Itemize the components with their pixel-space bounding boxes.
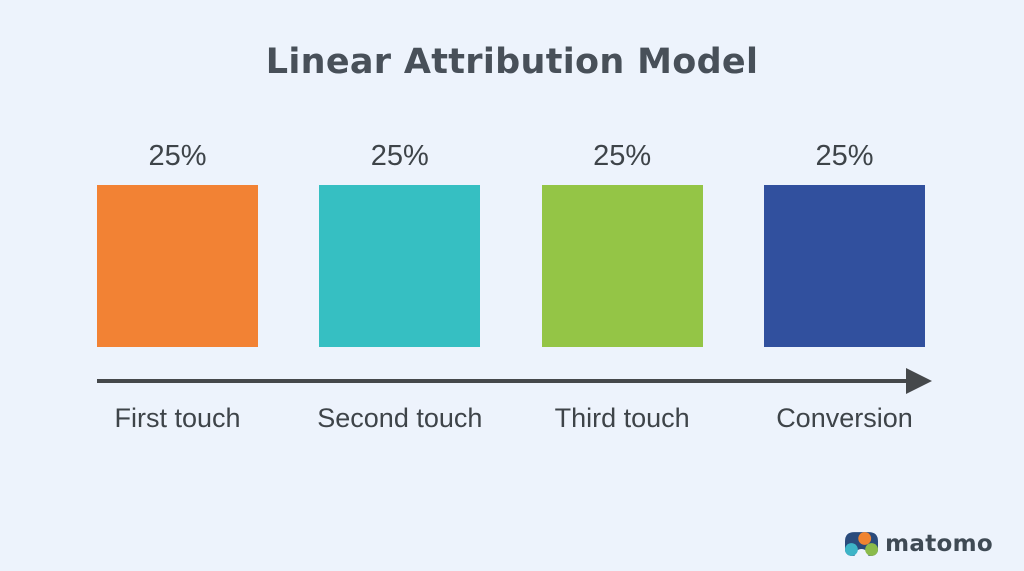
- page-title: Linear Attribution Model: [265, 42, 759, 82]
- step-label-slot: Second touch: [317, 403, 483, 434]
- matomo-logo: matomo: [845, 531, 993, 557]
- matomo-wordmark: matomo: [885, 531, 993, 557]
- step-value-label: 25%: [370, 140, 429, 172]
- step-label: First touch: [114, 403, 241, 433]
- step-label: Third touch: [554, 403, 690, 433]
- step-label-slot: First touch: [97, 403, 258, 434]
- steps-row: 25% 25% 25% 25%: [97, 139, 925, 347]
- step-square: [319, 185, 481, 347]
- timeline-arrow-head-icon: [906, 368, 932, 394]
- attribution-step-conversion: 25%: [763, 139, 925, 347]
- step-value-label: 25%: [148, 140, 207, 172]
- labels-row: First touch Second touch Third touch Con…: [97, 403, 925, 434]
- timeline-arrow-line: [97, 379, 907, 383]
- attribution-step-third-touch: 25%: [541, 139, 703, 347]
- step-label: Second touch: [317, 403, 483, 433]
- step-label-slot: Conversion: [764, 403, 925, 434]
- step-label: Conversion: [776, 403, 913, 433]
- attribution-step-second-touch: 25%: [319, 139, 481, 347]
- step-square: [541, 185, 703, 347]
- step-square: [97, 185, 258, 347]
- step-value-label: 25%: [593, 140, 652, 172]
- attribution-step-first-touch: 25%: [97, 139, 258, 347]
- step-square: [763, 185, 925, 347]
- step-value-label: 25%: [815, 140, 874, 172]
- step-label-slot: Third touch: [542, 403, 703, 434]
- matomo-logo-icon: [845, 532, 879, 556]
